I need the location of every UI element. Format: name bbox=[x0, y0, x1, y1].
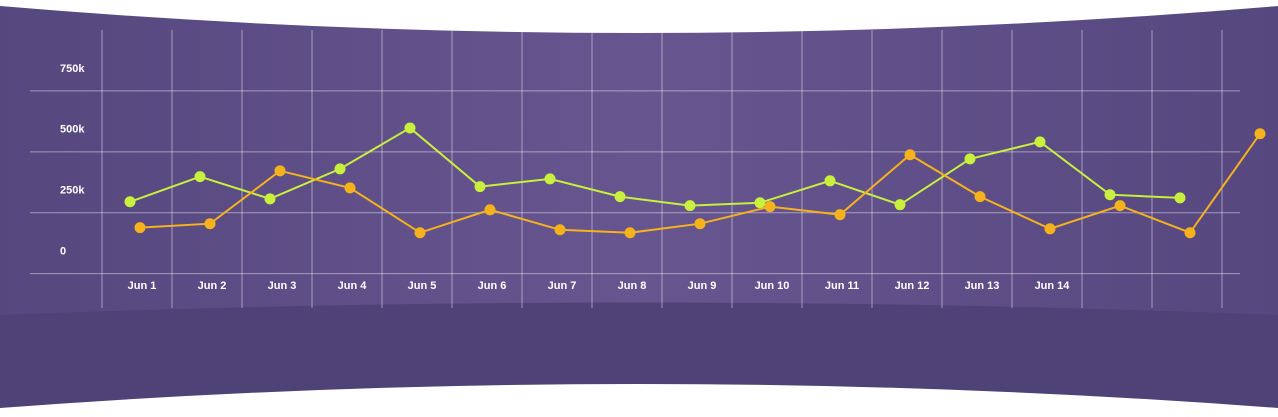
y-tick-label: 250k bbox=[60, 185, 85, 197]
point bbox=[1104, 189, 1116, 201]
point bbox=[334, 163, 346, 175]
point bbox=[404, 122, 416, 134]
point bbox=[134, 222, 146, 234]
x-tick-label: Jun 13 bbox=[965, 280, 1000, 292]
point bbox=[344, 182, 356, 194]
point bbox=[824, 175, 836, 187]
point bbox=[624, 227, 636, 239]
point bbox=[1114, 200, 1126, 212]
chart-panel bbox=[0, 0, 1278, 315]
point bbox=[904, 149, 916, 161]
point bbox=[894, 199, 906, 211]
x-tick-label: Jun 3 bbox=[268, 280, 297, 292]
x-tick-label: Jun 9 bbox=[688, 280, 717, 292]
point bbox=[1044, 223, 1056, 235]
point bbox=[1254, 128, 1266, 140]
point bbox=[764, 201, 776, 213]
x-tick-label: Jun 10 bbox=[755, 280, 790, 292]
point bbox=[544, 173, 556, 185]
point bbox=[554, 224, 566, 236]
point bbox=[194, 171, 206, 183]
x-tick-label: Jun 6 bbox=[478, 280, 507, 292]
point bbox=[124, 196, 136, 208]
point bbox=[1034, 136, 1046, 148]
x-tick-label: Jun 8 bbox=[618, 280, 647, 292]
x-tick-label: Jun 5 bbox=[408, 280, 437, 292]
y-tick-label: 0 bbox=[60, 246, 66, 258]
x-tick-label: Jun 1 bbox=[128, 280, 157, 292]
point bbox=[1174, 192, 1186, 204]
point bbox=[754, 197, 766, 209]
point bbox=[204, 218, 216, 230]
x-tick-label: Jun 12 bbox=[895, 280, 930, 292]
y-tick-label: 500k bbox=[60, 124, 85, 136]
series-line bbox=[129, 126, 1181, 207]
x-tick-label: Jun 2 bbox=[198, 280, 227, 292]
point bbox=[414, 227, 426, 239]
x-tick-label: Jun 4 bbox=[338, 280, 368, 292]
point bbox=[684, 200, 696, 212]
x-tick-label: Jun 7 bbox=[548, 280, 577, 292]
x-tick-label: Jun 14 bbox=[1035, 280, 1071, 292]
point bbox=[834, 209, 846, 221]
point bbox=[974, 191, 986, 203]
point bbox=[474, 181, 486, 193]
point bbox=[1184, 227, 1196, 239]
point bbox=[484, 204, 496, 216]
bottom-curve bbox=[0, 384, 1278, 417]
point bbox=[964, 153, 976, 165]
point bbox=[614, 191, 626, 203]
x-tick-label: Jun 11 bbox=[825, 280, 859, 292]
point bbox=[694, 218, 706, 230]
top-curve bbox=[0, 0, 1278, 33]
point bbox=[264, 193, 276, 205]
y-tick-label: 750k bbox=[60, 63, 85, 75]
point bbox=[274, 165, 286, 177]
